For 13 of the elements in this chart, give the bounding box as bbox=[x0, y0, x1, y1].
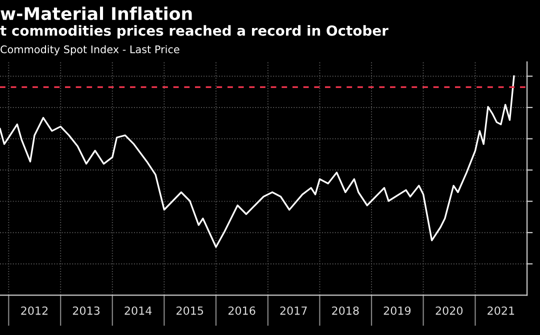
x-tick-label: 2019 bbox=[384, 306, 411, 315]
x-tick-label: 2012 bbox=[21, 306, 48, 315]
x-tick-label: 2016 bbox=[228, 306, 256, 315]
x-tick-label: 2021 bbox=[488, 306, 514, 315]
x-tick-label: 2020 bbox=[436, 306, 463, 315]
x-tick-label: 2018 bbox=[332, 306, 359, 315]
text: Commodity Spot Index - Last Price bbox=[0, 45, 180, 56]
chart-subtitle: t commodities prices reached a record in October bbox=[0, 25, 388, 39]
x-tick-label: 2014 bbox=[124, 306, 152, 315]
x-tick-label: 2017 bbox=[280, 306, 307, 315]
x-tick-label: 2013 bbox=[72, 306, 100, 315]
chart-title: w-Material Inflation bbox=[0, 6, 192, 20]
x-tick-label: 2015 bbox=[176, 306, 204, 315]
